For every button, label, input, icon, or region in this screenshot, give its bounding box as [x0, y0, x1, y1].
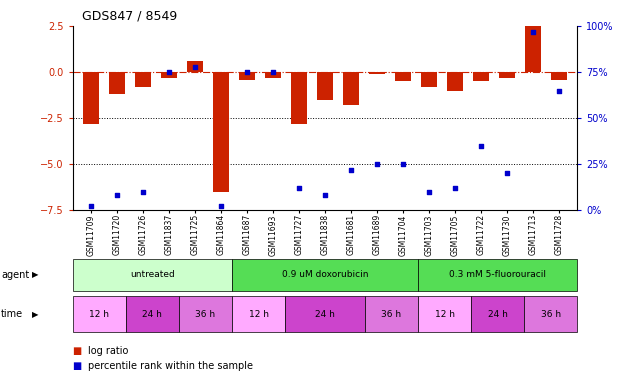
Point [164, 69, 174, 75]
Point [476, 143, 486, 149]
Point [190, 64, 200, 70]
Text: log ratio: log ratio [88, 346, 129, 355]
Bar [213, 72, 228, 192]
Text: 0.3 mM 5-fluorouracil: 0.3 mM 5-fluorouracil [449, 270, 546, 279]
Bar [291, 72, 307, 124]
Bar [499, 72, 515, 78]
Bar [83, 72, 98, 124]
Bar [473, 72, 489, 81]
Text: ▶: ▶ [32, 310, 38, 319]
Bar [369, 72, 385, 74]
Text: 12 h: 12 h [249, 310, 269, 319]
Text: 24 h: 24 h [315, 310, 335, 319]
Text: ■: ■ [73, 346, 82, 355]
Point [424, 189, 434, 195]
Bar [135, 72, 151, 87]
Point [502, 170, 512, 176]
Text: untreated: untreated [130, 270, 175, 279]
Bar [526, 26, 541, 72]
Bar [447, 72, 463, 91]
Text: 24 h: 24 h [488, 310, 507, 319]
Bar [239, 72, 255, 80]
Bar [161, 72, 177, 78]
Text: time: time [1, 309, 23, 319]
Bar [395, 72, 411, 81]
Text: 36 h: 36 h [196, 310, 215, 319]
Point [242, 69, 252, 75]
Text: 12 h: 12 h [89, 310, 109, 319]
Bar [551, 72, 567, 80]
Text: 24 h: 24 h [143, 310, 162, 319]
Point [112, 192, 122, 198]
Point [216, 203, 226, 209]
Text: 0.9 uM doxorubicin: 0.9 uM doxorubicin [281, 270, 369, 279]
Text: 12 h: 12 h [435, 310, 454, 319]
Text: percentile rank within the sample: percentile rank within the sample [88, 361, 253, 370]
Bar [317, 72, 333, 100]
Point [554, 88, 564, 94]
Text: ■: ■ [73, 361, 82, 370]
Text: 36 h: 36 h [541, 310, 561, 319]
Point [450, 185, 460, 191]
Point [294, 185, 304, 191]
Bar [343, 72, 359, 105]
Point [86, 203, 96, 209]
Point [346, 166, 356, 172]
Bar [422, 72, 437, 87]
Bar [109, 72, 124, 94]
Point [320, 192, 330, 198]
Text: ▶: ▶ [32, 270, 38, 279]
Text: agent: agent [1, 270, 30, 280]
Text: GDS847 / 8549: GDS847 / 8549 [82, 9, 177, 22]
Bar [187, 61, 203, 72]
Point [268, 69, 278, 75]
Point [528, 29, 538, 35]
Point [372, 161, 382, 167]
Point [138, 189, 148, 195]
Text: 36 h: 36 h [381, 310, 401, 319]
Bar [265, 72, 281, 78]
Point [398, 161, 408, 167]
